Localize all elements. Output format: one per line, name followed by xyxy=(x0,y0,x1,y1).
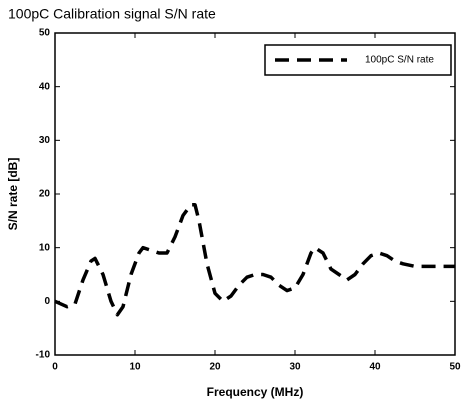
legend-box xyxy=(264,44,452,76)
x-tick-label: 40 xyxy=(369,362,381,373)
legend-label: 100pC S/N rate xyxy=(365,55,434,66)
y-tick-label: -10 xyxy=(36,350,51,361)
y-tick-label: 40 xyxy=(39,81,51,92)
data-line xyxy=(54,202,455,317)
y-axis-label: S/N rate [dB] xyxy=(6,158,20,231)
plot-frame xyxy=(54,32,456,356)
x-tick-label: 20 xyxy=(209,362,221,373)
y-tick-label: 10 xyxy=(39,242,51,253)
x-tick-label: 30 xyxy=(289,362,301,373)
chart-title: 100pC Calibration signal S/N rate xyxy=(8,6,216,22)
x-tick-label: 10 xyxy=(129,362,141,373)
x-axis-label: Frequency (MHz) xyxy=(207,385,304,399)
y-tick-label: 20 xyxy=(39,189,51,200)
x-tick-label: 50 xyxy=(449,362,461,373)
y-tick-label: 0 xyxy=(44,296,50,307)
y-tick-label: 30 xyxy=(39,135,51,146)
y-tick-label: 50 xyxy=(39,28,51,39)
x-tick-label: 0 xyxy=(52,362,58,373)
